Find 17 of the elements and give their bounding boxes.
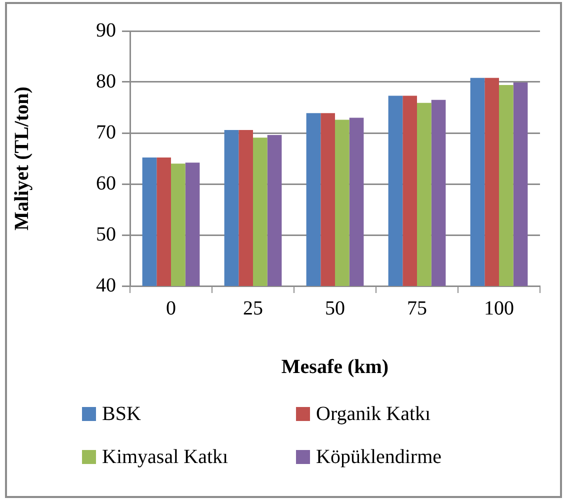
x-tick-label: 25 [243,297,263,320]
y-tick-label: 80 [96,70,116,92]
x-tick-label: 75 [407,297,427,320]
y-tick-label: 90 [96,19,116,42]
legend-label: Köpüklendirme [316,446,442,468]
x-tick-label: 100 [484,297,514,320]
x-axis-title: Mesafe (km) [281,356,389,378]
legend-label: Kimyasal Katkı [102,446,228,468]
y-axis-title: Maliyet (TL/ton) [11,86,34,230]
y-tick-label: 60 [96,172,116,194]
legend-label: BSK [102,402,141,426]
y-tick-label: 70 [96,121,116,144]
legend-label: Organik Katkı [316,402,431,426]
x-tick-label: 0 [166,297,176,320]
x-tick-label: 50 [325,297,345,320]
y-tick-label: 50 [96,223,116,246]
y-tick-label: 40 [96,274,116,296]
